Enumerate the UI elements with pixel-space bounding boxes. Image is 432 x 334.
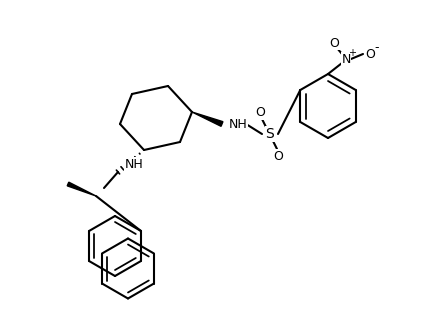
Text: N: N: [341, 52, 351, 65]
Text: O: O: [329, 36, 339, 49]
Text: +: +: [348, 48, 356, 58]
Text: NH: NH: [229, 118, 248, 131]
Text: O: O: [255, 106, 265, 119]
Polygon shape: [67, 182, 96, 196]
Text: O: O: [273, 150, 283, 163]
Text: NH: NH: [124, 158, 143, 170]
Text: S: S: [266, 127, 274, 141]
Text: -: -: [375, 41, 379, 54]
Polygon shape: [192, 112, 223, 126]
Text: O: O: [365, 47, 375, 60]
